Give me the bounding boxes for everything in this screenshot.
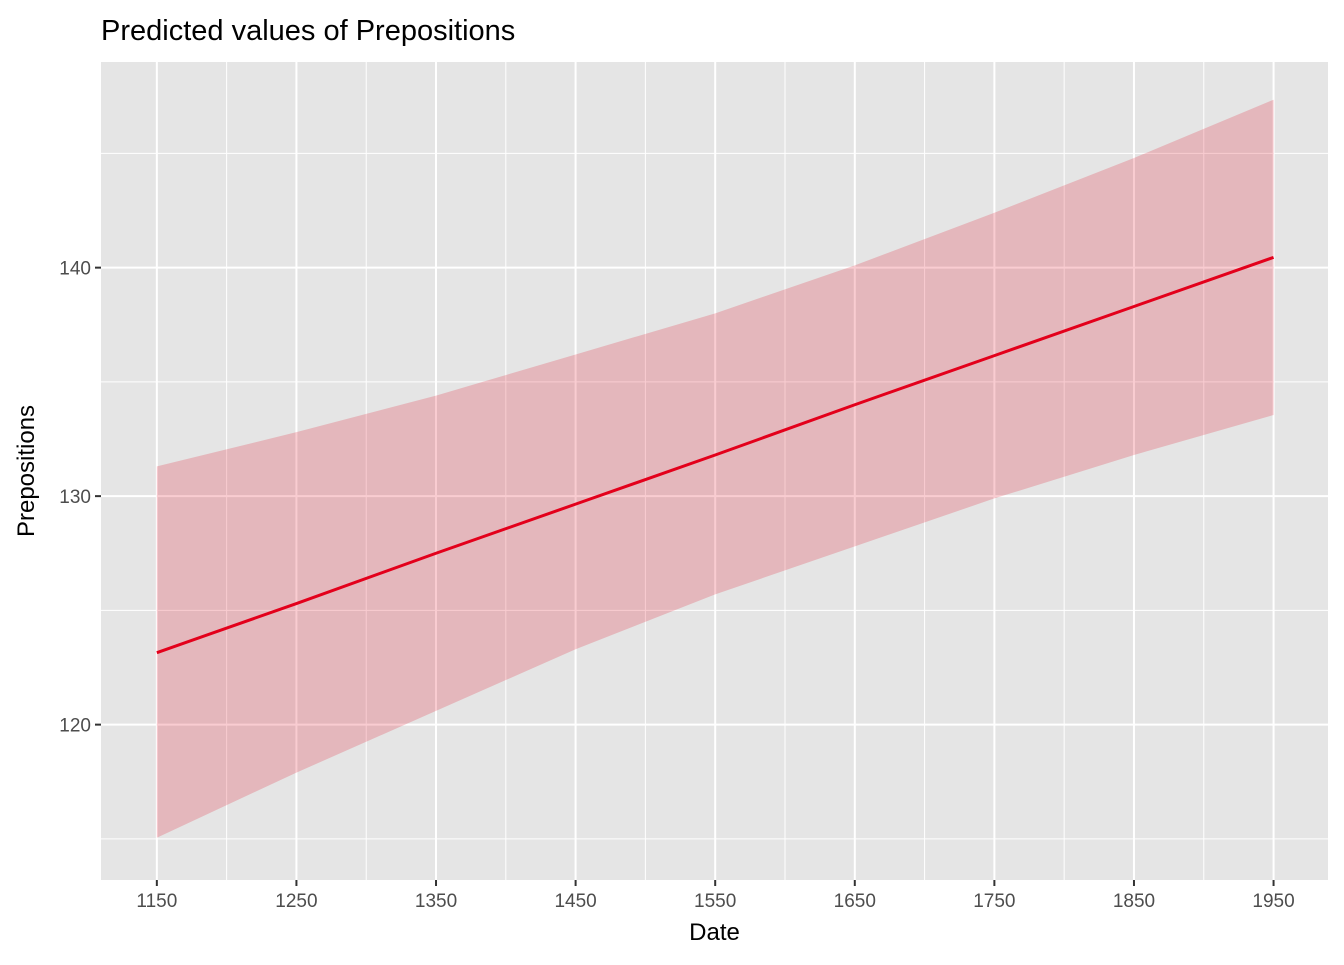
grid-major <box>101 62 1328 880</box>
chart-title: Predicted values of Prepositions <box>101 15 515 47</box>
prediction-line <box>156 255 1275 655</box>
x-tick-label: 1450 <box>554 891 596 912</box>
x-tick-label: 1850 <box>1113 891 1155 912</box>
y-tick-label: 130 <box>59 487 91 508</box>
x-tick-label: 1350 <box>415 891 457 912</box>
x-tick-label: 1950 <box>1252 891 1294 912</box>
x-tick-label: 1650 <box>834 891 876 912</box>
y-axis: 120 130 140 <box>59 259 101 737</box>
x-axis: 1150 1250 1350 1450 1550 1650 1750 1850 1950 <box>136 880 1295 912</box>
x-tick-label: 1250 <box>275 891 317 912</box>
x-tick-label: 1150 <box>136 891 177 912</box>
x-axis-label: Date <box>689 919 740 946</box>
y-tick-label: 140 <box>59 259 91 280</box>
confidence-band <box>156 99 1274 838</box>
x-tick-label: 1550 <box>694 891 736 912</box>
y-axis-label: Prepositions <box>13 405 40 537</box>
y-tick-label: 120 <box>59 716 91 737</box>
x-tick-label: 1750 <box>973 891 1015 912</box>
